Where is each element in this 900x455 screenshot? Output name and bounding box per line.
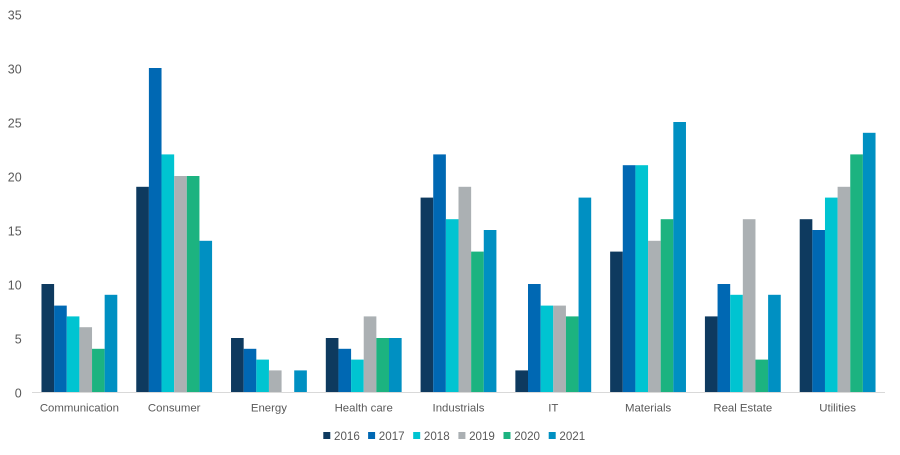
svg-text:IT: IT (548, 402, 558, 414)
svg-text:Health care: Health care (335, 402, 393, 414)
svg-text:2020: 2020 (514, 430, 540, 443)
svg-text:5: 5 (15, 332, 22, 346)
svg-text:Materials: Materials (625, 402, 672, 414)
svg-text:Communication: Communication (40, 402, 119, 414)
svg-text:10: 10 (8, 278, 22, 292)
svg-text:Real Estate: Real Estate (713, 402, 772, 414)
svg-text:25: 25 (8, 116, 22, 130)
svg-text:30: 30 (8, 62, 22, 76)
svg-text:35: 35 (8, 8, 22, 22)
svg-text:2019: 2019 (469, 430, 495, 443)
svg-text:Energy: Energy (251, 402, 287, 414)
svg-text:2017: 2017 (379, 430, 405, 443)
svg-text:20: 20 (8, 170, 22, 184)
svg-text:Consumer: Consumer (148, 402, 201, 414)
svg-text:Industrials: Industrials (433, 402, 485, 414)
svg-text:2021: 2021 (559, 430, 585, 443)
svg-text:2018: 2018 (424, 430, 450, 443)
svg-text:0: 0 (15, 386, 22, 400)
svg-text:2016: 2016 (334, 430, 360, 443)
svg-text:Utilities: Utilities (819, 402, 856, 414)
svg-text:15: 15 (8, 224, 22, 238)
